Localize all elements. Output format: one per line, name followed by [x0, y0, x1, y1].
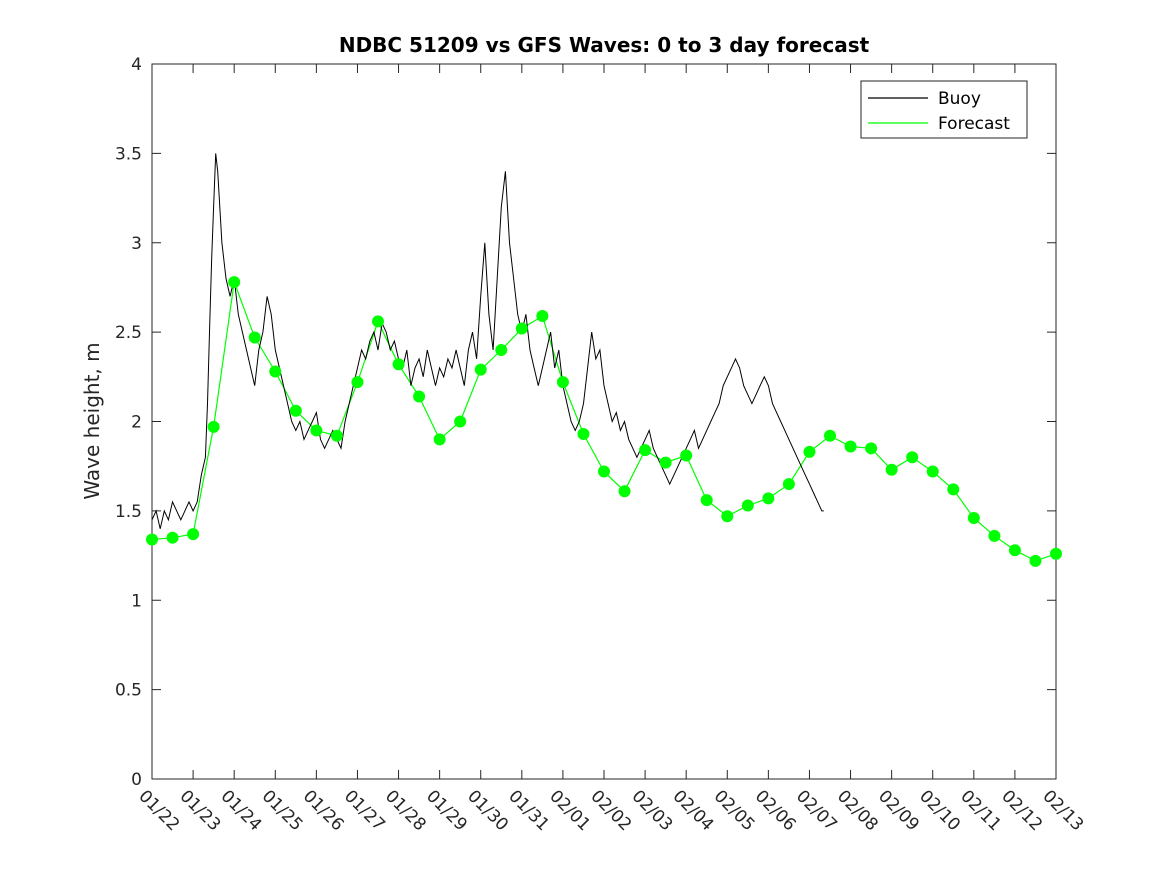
forecast-point [865, 442, 878, 455]
y-tick-label: 0.5 [115, 681, 142, 701]
forecast-point [310, 424, 323, 437]
y-tick-label: 1 [131, 591, 142, 611]
y-tick-label: 1.5 [115, 502, 142, 522]
x-tick-label: 02/13 [1038, 786, 1087, 835]
y-axis-label: Wave height, m [80, 342, 104, 499]
forecast-point [844, 440, 857, 453]
forecast-point [166, 531, 179, 544]
forecast-point [146, 533, 158, 546]
x-tick-label: 01/25 [258, 786, 307, 835]
forecast-point [413, 390, 426, 403]
chart-title: NDBC 51209 vs GFS Waves: 0 to 3 day fore… [339, 33, 870, 57]
forecast-point [536, 310, 549, 323]
forecast-point [967, 512, 980, 525]
forecast-point [1029, 554, 1042, 567]
x-tick-label: 01/26 [299, 786, 348, 835]
forecast-point [495, 344, 508, 356]
forecast-point [392, 358, 405, 371]
forecast-point [1050, 547, 1062, 560]
forecast-point [289, 404, 302, 417]
x-tick-label: 02/08 [833, 786, 882, 835]
y-tick-label: 0 [131, 770, 142, 790]
forecast-point [762, 492, 775, 505]
x-tick-label: 02/12 [997, 786, 1046, 835]
x-tick-label: 02/01 [545, 786, 594, 835]
x-tick-label: 02/07 [792, 786, 841, 835]
x-tick-label: 02/11 [956, 786, 1005, 835]
x-tick-label: 02/10 [915, 786, 964, 835]
forecast-point [207, 420, 220, 433]
buoy-line [151, 153, 824, 529]
forecast-point [1008, 544, 1021, 557]
forecast-point [803, 445, 816, 458]
forecast-point [926, 465, 939, 478]
forecast-point [351, 376, 364, 389]
x-tick-label: 02/03 [628, 786, 677, 835]
plot-area [151, 63, 1057, 780]
forecast-point [947, 483, 960, 496]
x-tick-label: 01/24 [217, 786, 266, 835]
forecast-point [556, 376, 569, 389]
forecast-point [639, 444, 652, 457]
legend-box [860, 80, 1028, 139]
legend: Buoy Forecast [860, 80, 1028, 139]
forecast-point [700, 494, 713, 507]
forecast-point [515, 322, 528, 335]
x-tick-label: 02/04 [669, 786, 718, 835]
forecast-point [228, 276, 241, 289]
forecast-point [269, 365, 282, 378]
x-tick-label: 02/06 [751, 786, 800, 835]
x-tick-label: 01/31 [504, 786, 553, 835]
x-tick-label: 01/22 [134, 786, 183, 835]
y-tick-label: 3 [131, 234, 142, 254]
y-tick-label: 4 [131, 55, 142, 75]
x-tick-label: 01/29 [422, 786, 471, 835]
x-tick-label: 01/27 [340, 786, 389, 835]
forecast-point [782, 478, 795, 491]
forecast-point [741, 499, 754, 512]
forecast-point [659, 456, 672, 469]
forecast-point [330, 429, 343, 442]
forecast-point [474, 363, 487, 376]
x-tick-label: 02/09 [874, 786, 923, 835]
forecast-point [372, 315, 384, 328]
y-tick-label: 2 [131, 413, 142, 433]
series-layer [146, 153, 1062, 567]
x-tick-label: 02/05 [710, 786, 759, 835]
legend-buoy-label: Buoy [938, 89, 981, 109]
forecast-point [618, 485, 631, 498]
forecast-point [598, 465, 610, 478]
forecast-point [988, 529, 1001, 542]
x-tick-label: 01/30 [463, 786, 512, 835]
forecast-point [680, 449, 693, 462]
forecast-point [433, 433, 446, 446]
forecast-point [885, 463, 898, 476]
y-axis: 0 0.5 1 1.5 2 2.5 3 3.5 4 [115, 55, 1056, 790]
x-tick-label: 02/02 [586, 786, 635, 835]
forecast-point [577, 428, 590, 441]
x-tick-label: 01/23 [176, 786, 225, 835]
forecast-point [721, 510, 734, 523]
forecast-point [187, 528, 200, 541]
forecast-point [454, 415, 467, 428]
y-tick-label: 2.5 [115, 323, 142, 343]
forecast-point [248, 331, 261, 344]
forecast-point [824, 429, 836, 442]
forecast-point [906, 451, 919, 464]
x-tick-label: 01/28 [381, 786, 430, 835]
legend-forecast-label: Forecast [938, 114, 1010, 134]
y-tick-label: 3.5 [115, 144, 142, 164]
